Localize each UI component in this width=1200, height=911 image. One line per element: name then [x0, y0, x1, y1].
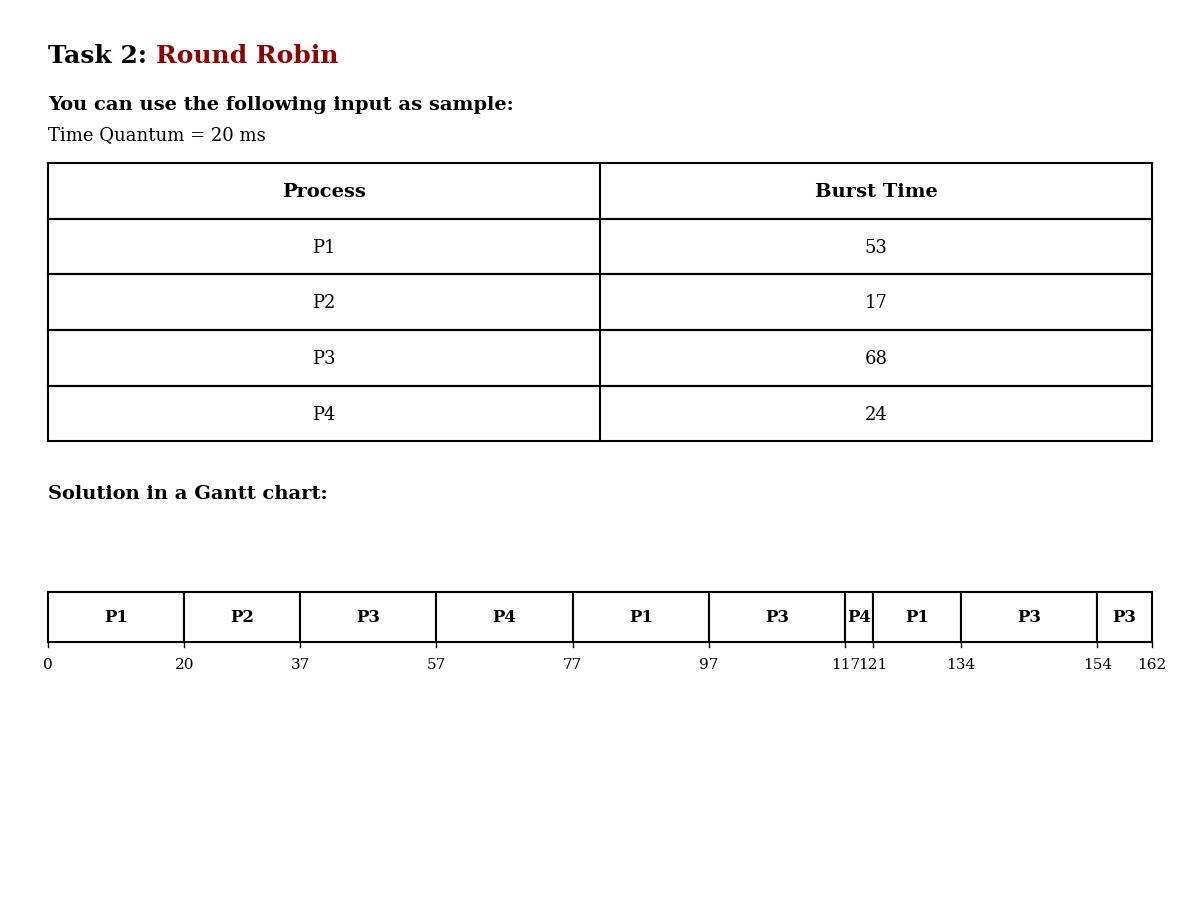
Text: P4: P4	[312, 405, 336, 423]
Text: 121: 121	[858, 658, 887, 671]
Text: P3: P3	[312, 350, 336, 367]
Bar	[872, 592, 961, 642]
Text: 154: 154	[1082, 658, 1112, 671]
Text: P3: P3	[356, 609, 380, 626]
Text: P3: P3	[766, 609, 790, 626]
Text: 162: 162	[1138, 658, 1166, 671]
Bar	[48, 592, 185, 642]
Text: P4: P4	[493, 609, 516, 626]
Text: Solution in a Gantt chart:: Solution in a Gantt chart:	[48, 485, 328, 503]
Bar	[845, 592, 872, 642]
Bar	[709, 592, 845, 642]
Text: 37: 37	[290, 658, 310, 671]
Bar	[1098, 592, 1152, 642]
Text: Process: Process	[282, 183, 366, 200]
Text: P1: P1	[905, 609, 929, 626]
Bar	[961, 592, 1098, 642]
Text: 24: 24	[865, 405, 887, 423]
Text: P4: P4	[847, 609, 871, 626]
Text: You can use the following input as sample:: You can use the following input as sampl…	[48, 96, 514, 114]
Text: Task 2:: Task 2:	[48, 44, 156, 67]
Text: Time Quantum = 20 ms: Time Quantum = 20 ms	[48, 126, 265, 144]
Text: 17: 17	[864, 294, 888, 312]
Bar	[437, 592, 572, 642]
Bar	[572, 592, 709, 642]
Text: P1: P1	[629, 609, 653, 626]
Text: 20: 20	[174, 658, 194, 671]
Text: 97: 97	[700, 658, 719, 671]
Text: P3: P3	[1018, 609, 1042, 626]
Text: 68: 68	[864, 350, 888, 367]
Bar	[185, 592, 300, 642]
Text: P1: P1	[104, 609, 128, 626]
Text: P3: P3	[1112, 609, 1136, 626]
Text: 57: 57	[427, 658, 446, 671]
Text: 53: 53	[864, 239, 888, 256]
Bar	[300, 592, 437, 642]
Text: Burst Time: Burst Time	[815, 183, 937, 200]
Text: 134: 134	[947, 658, 976, 671]
Text: P1: P1	[312, 239, 336, 256]
Text: 77: 77	[563, 658, 582, 671]
Text: 0: 0	[43, 658, 53, 671]
Text: 117: 117	[830, 658, 860, 671]
Text: P2: P2	[312, 294, 336, 312]
Text: P2: P2	[230, 609, 254, 626]
Text: Round Robin: Round Robin	[156, 44, 338, 67]
